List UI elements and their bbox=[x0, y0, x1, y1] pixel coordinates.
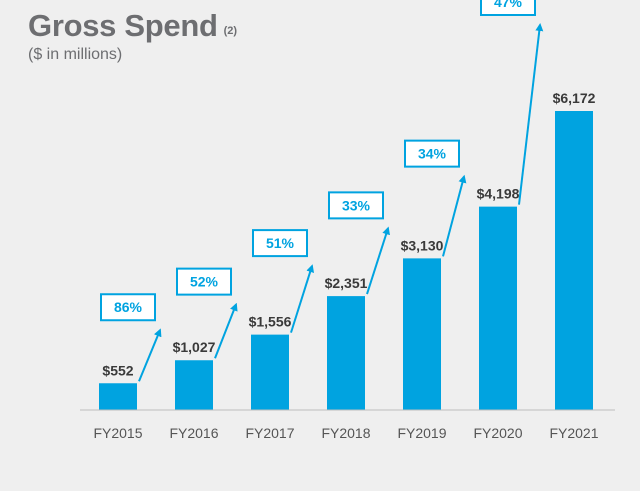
growth-box-5 bbox=[404, 139, 460, 168]
x-tick-fy2016: FY2016 bbox=[169, 425, 218, 441]
bar-fy2015 bbox=[99, 383, 137, 410]
value-label-fy2019: $3,130 bbox=[401, 237, 444, 253]
value-label-fy2015: $552 bbox=[102, 362, 133, 378]
growth-arrow-5 bbox=[442, 174, 467, 257]
chart-title: Gross Spend bbox=[28, 8, 218, 43]
growth-label-5: 34% bbox=[418, 146, 447, 162]
growth-box-1 bbox=[100, 293, 156, 322]
x-tick-fy2019: FY2019 bbox=[397, 425, 446, 441]
x-tick-fy2017: FY2017 bbox=[245, 425, 294, 441]
x-tick-fy2018: FY2018 bbox=[321, 425, 370, 441]
bar-fy2020 bbox=[479, 206, 517, 410]
footnote-marker: (2) bbox=[223, 25, 238, 37]
growth-label-2: 52% bbox=[190, 274, 219, 290]
bar-fy2021 bbox=[555, 111, 593, 410]
growth-box-3 bbox=[252, 229, 308, 258]
value-label-fy2016: $1,027 bbox=[173, 339, 216, 355]
bar-fy2016 bbox=[175, 360, 213, 410]
value-label-fy2017: $1,556 bbox=[249, 314, 292, 330]
x-tick-fy2015: FY2015 bbox=[93, 425, 142, 441]
x-tick-fy2020: FY2020 bbox=[473, 425, 522, 441]
growth-arrow-1 bbox=[138, 328, 162, 382]
growth-label-1: 86% bbox=[114, 299, 143, 315]
chart-title-block: Gross Spend (2) bbox=[28, 8, 237, 44]
growth-box-2 bbox=[176, 267, 232, 296]
chart-subtitle: ($ in millions) bbox=[28, 46, 123, 63]
growth-arrow-4 bbox=[366, 226, 390, 295]
bar-fy2018 bbox=[327, 296, 365, 410]
growth-label-4: 33% bbox=[342, 197, 371, 213]
value-label-fy2018: $2,351 bbox=[325, 275, 368, 291]
growth-label-3: 51% bbox=[266, 235, 295, 251]
growth-label-6: 47% bbox=[494, 0, 523, 10]
value-label-fy2021: $6,172 bbox=[553, 90, 596, 106]
bar-fy2019 bbox=[403, 258, 441, 410]
x-tick-fy2021: FY2021 bbox=[549, 425, 598, 441]
growth-arrow-3 bbox=[290, 264, 315, 333]
value-label-fy2020: $4,198 bbox=[477, 186, 520, 202]
growth-box-6 bbox=[480, 0, 536, 16]
growth-arrow-6 bbox=[518, 23, 544, 205]
growth-arrow-2 bbox=[214, 302, 238, 359]
bar-fy2017 bbox=[251, 334, 289, 410]
growth-box-4 bbox=[328, 191, 384, 220]
